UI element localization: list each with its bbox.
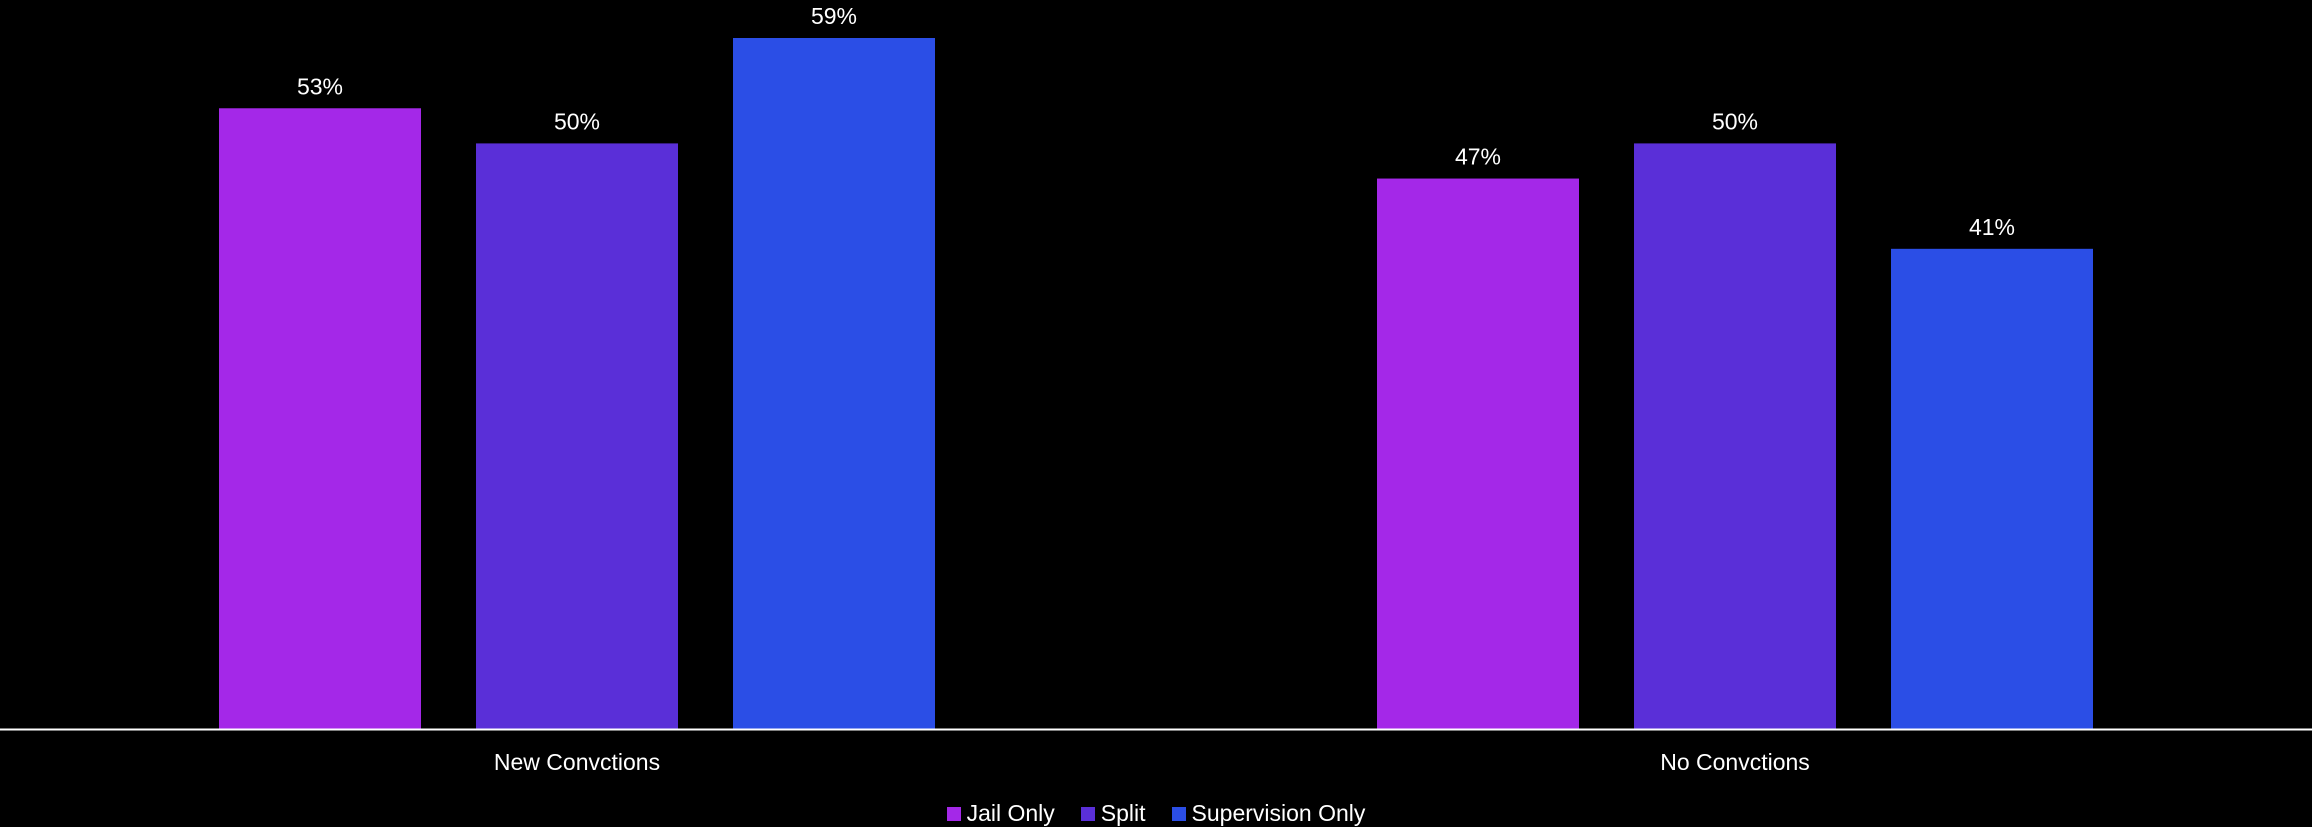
legend-swatch-split (1080, 806, 1095, 821)
legend-item-supervision-only: Supervision Only (1171, 800, 1366, 827)
bar-new-convctions-split (476, 143, 678, 729)
bar-no-convctions-supervision-only (1891, 248, 2093, 730)
bar-new-convctions-supervision-only (733, 38, 935, 729)
legend-label-jail-only: Jail Only (966, 800, 1055, 826)
bar-no-convctions-split (1634, 143, 1836, 729)
data-label-no-convctions-supervision-only: 41% (1969, 214, 2015, 240)
legend-swatch-supervision-only (1171, 806, 1186, 821)
legend-label-supervision-only: Supervision Only (1191, 800, 1366, 826)
bar-chart: 53% 50% 59% New Convctions 47% 50% 41% No Convc… (0, 3, 2312, 775)
bar-no-convctions-jail-only (1377, 178, 1579, 730)
legend-label-split: Split (1100, 800, 1146, 826)
category-label-no-convctions: No Convctions (1660, 749, 1810, 775)
data-label-new-convctions-jail-only: 53% (297, 73, 343, 99)
legend-item-jail-only: Jail Only (946, 800, 1055, 827)
data-label-no-convctions-jail-only: 47% (1455, 144, 1501, 170)
data-label-new-convctions-split: 50% (554, 108, 600, 134)
category-label-new-convctions: New Convctions (494, 749, 660, 775)
legend-item-split: Split (1080, 800, 1146, 827)
data-label-new-convctions-supervision-only: 59% (811, 3, 857, 29)
bar-new-convctions-jail-only (219, 108, 421, 730)
legend-swatch-jail-only (946, 806, 961, 821)
legend: Jail Only Split Supervision Only (0, 800, 2312, 827)
data-label-no-convctions-split: 50% (1712, 108, 1758, 134)
